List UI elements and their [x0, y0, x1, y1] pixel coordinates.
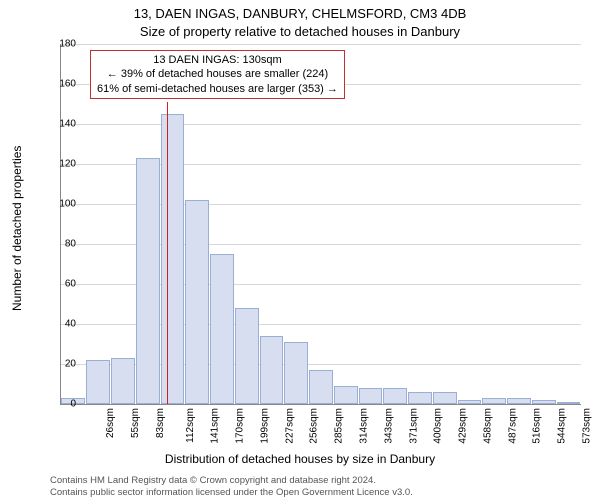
- ytick-label: 60: [65, 279, 76, 290]
- histogram-bar: [136, 158, 160, 404]
- histogram-bar: [210, 254, 234, 404]
- histogram-bar: [408, 392, 432, 404]
- xtick-label: 285sqm: [334, 408, 345, 444]
- ytick-label: 180: [59, 39, 76, 50]
- xtick-label: 170sqm: [235, 408, 246, 444]
- x-axis-label: Distribution of detached houses by size …: [0, 452, 600, 466]
- ytick-label: 20: [65, 359, 76, 370]
- xtick-label: 343sqm: [383, 408, 394, 444]
- y-axis-label: Number of detached properties: [10, 146, 24, 311]
- histogram-bar: [284, 342, 308, 404]
- xtick-label: 55sqm: [130, 408, 141, 438]
- histogram-bar: [86, 360, 110, 404]
- ytick-label: 140: [59, 119, 76, 130]
- histogram-bar: [482, 398, 506, 404]
- histogram-bar: [557, 402, 581, 404]
- marker-line: [167, 102, 168, 404]
- histogram-bar: [161, 114, 185, 404]
- histogram-bar: [532, 400, 556, 404]
- footer-attribution: Contains HM Land Registry data © Crown c…: [50, 475, 413, 498]
- gridline: [61, 44, 581, 45]
- annotation-line2: ← 39% of detached houses are smaller (22…: [97, 67, 338, 81]
- ytick-label: 120: [59, 159, 76, 170]
- histogram-bar: [260, 336, 284, 404]
- ytick-label: 80: [65, 239, 76, 250]
- xtick-label: 26sqm: [105, 408, 116, 438]
- histogram-bar: [359, 388, 383, 404]
- xtick-label: 487sqm: [507, 408, 518, 444]
- xtick-label: 141sqm: [210, 408, 221, 444]
- annotation-box: 13 DAEN INGAS: 130sqm ← 39% of detached …: [90, 50, 345, 99]
- ytick-label: 160: [59, 79, 76, 90]
- chart-container: 13, DAEN INGAS, DANBURY, CHELMSFORD, CM3…: [0, 0, 600, 500]
- xtick-label: 256sqm: [309, 408, 320, 444]
- xtick-label: 516sqm: [532, 408, 543, 444]
- histogram-bar: [458, 400, 482, 404]
- chart-title-line1: 13, DAEN INGAS, DANBURY, CHELMSFORD, CM3…: [0, 6, 600, 21]
- xtick-label: 544sqm: [557, 408, 568, 444]
- histogram-bar: [334, 386, 358, 404]
- xtick-label: 314sqm: [359, 408, 370, 444]
- histogram-bar: [383, 388, 407, 404]
- xtick-label: 573sqm: [581, 408, 592, 444]
- histogram-bar: [433, 392, 457, 404]
- xtick-label: 83sqm: [155, 408, 166, 438]
- histogram-bar: [507, 398, 531, 404]
- xtick-label: 458sqm: [482, 408, 493, 444]
- xtick-label: 371sqm: [408, 408, 419, 444]
- histogram-bar: [185, 200, 209, 404]
- chart-title-line2: Size of property relative to detached ho…: [0, 24, 600, 39]
- annotation-line3: 61% of semi-detached houses are larger (…: [97, 82, 338, 96]
- xtick-label: 400sqm: [433, 408, 444, 444]
- histogram-bar: [111, 358, 135, 404]
- annotation-line1: 13 DAEN INGAS: 130sqm: [97, 53, 338, 67]
- footer-line1: Contains HM Land Registry data © Crown c…: [50, 475, 413, 486]
- histogram-bar: [235, 308, 259, 404]
- ytick-label: 100: [59, 199, 76, 210]
- xtick-label: 227sqm: [284, 408, 295, 444]
- gridline: [61, 124, 581, 125]
- xtick-label: 199sqm: [260, 408, 271, 444]
- xtick-label: 112sqm: [185, 408, 196, 443]
- xtick-label: 429sqm: [458, 408, 469, 444]
- ytick-label: 40: [65, 319, 76, 330]
- footer-line2: Contains public sector information licen…: [50, 487, 413, 498]
- histogram-bar: [309, 370, 333, 404]
- ytick-label: 0: [70, 399, 76, 410]
